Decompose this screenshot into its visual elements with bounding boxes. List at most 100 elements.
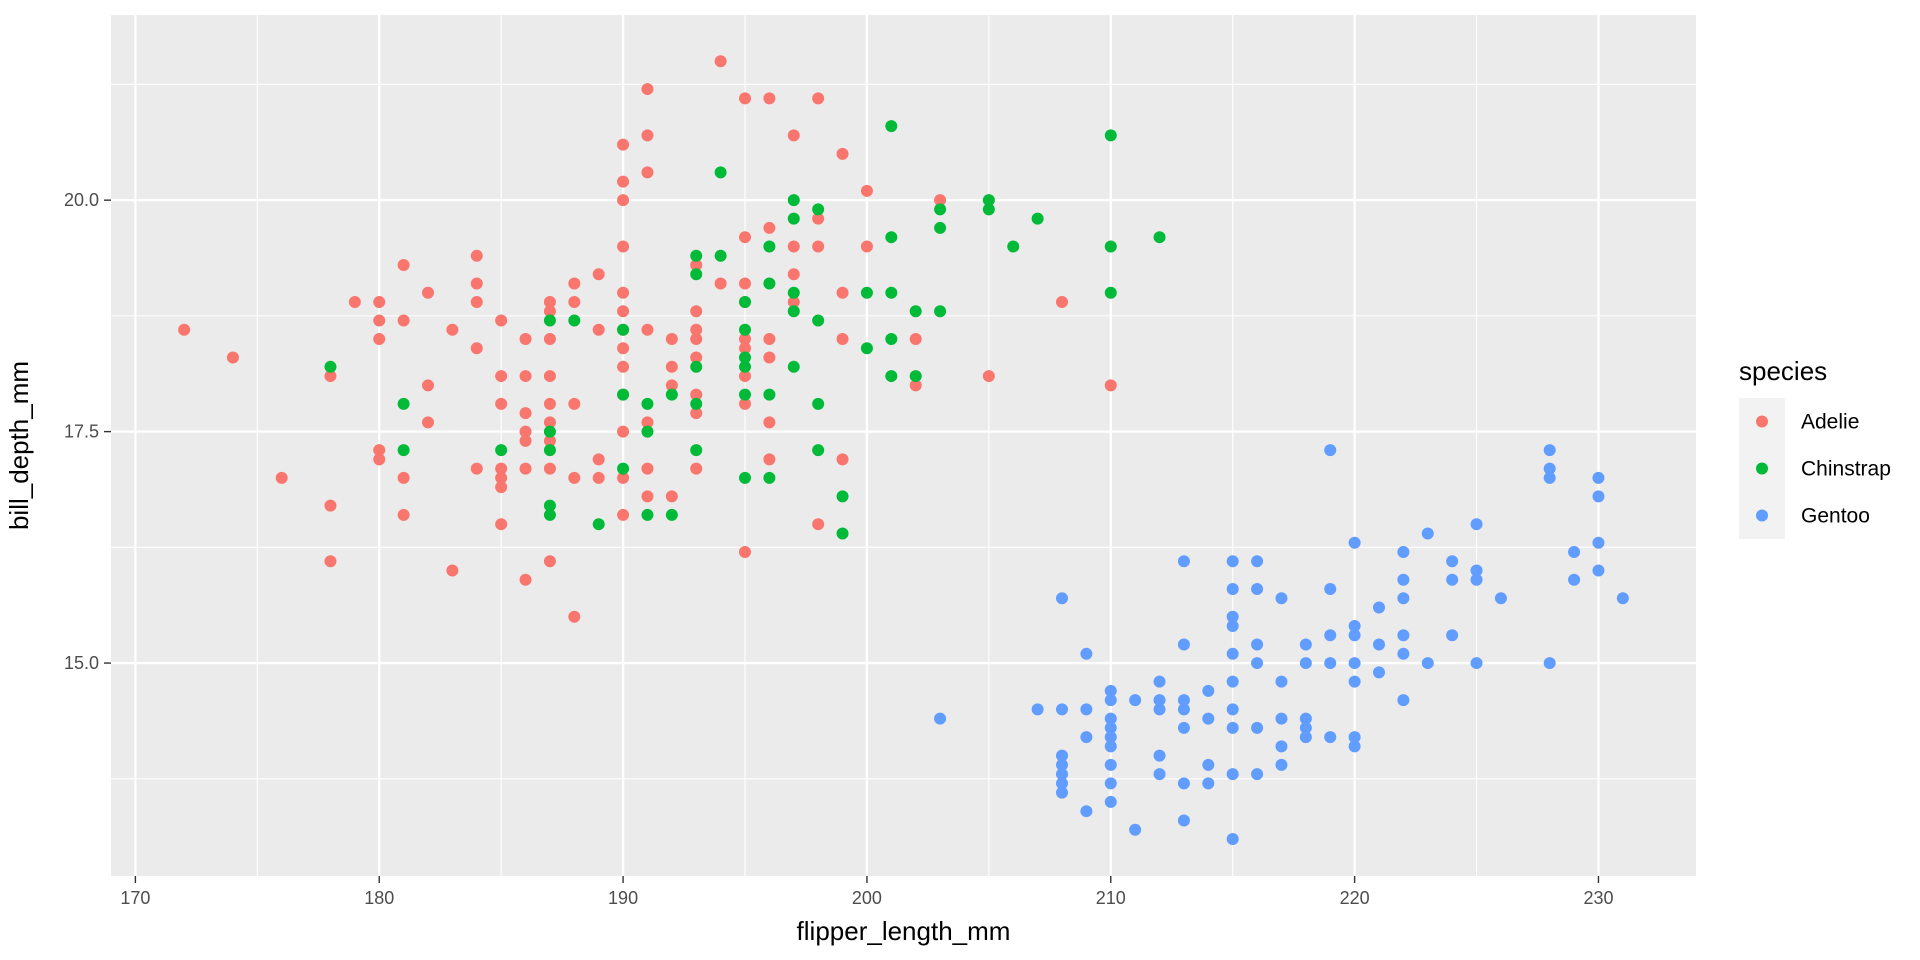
data-point: [739, 92, 751, 105]
data-point: [909, 370, 922, 383]
data-point: [1324, 583, 1337, 595]
data-point: [446, 564, 459, 577]
data-point: [324, 499, 337, 512]
data-point: [690, 407, 703, 420]
data-point: [543, 296, 556, 308]
data-point: [348, 296, 361, 308]
data-point: [617, 323, 630, 336]
data-point: [1056, 296, 1068, 308]
data-point: [1104, 240, 1117, 253]
data-point: [617, 138, 630, 151]
data-point: [690, 351, 703, 364]
data-point: [495, 397, 508, 410]
data-point: [812, 240, 825, 253]
data-point: [1446, 573, 1459, 586]
data-point: [1397, 647, 1410, 660]
data-point: [543, 444, 556, 457]
data-point: [1177, 638, 1190, 651]
data-point: [1421, 527, 1434, 540]
data-point: [592, 453, 605, 466]
data-point: [1104, 379, 1117, 392]
data-point: [763, 416, 776, 429]
data-point: [1056, 749, 1068, 762]
data-point: [787, 286, 800, 299]
data-point: [665, 388, 678, 401]
data-point: [1153, 749, 1166, 762]
data-point: [812, 314, 825, 327]
data-point: [495, 370, 508, 383]
data-point: [739, 388, 751, 401]
data-point: [1299, 721, 1312, 734]
data-point: [739, 342, 751, 355]
data-point: [1226, 555, 1239, 568]
data-point: [1348, 629, 1361, 642]
data-point: [787, 240, 800, 253]
data-point: [739, 277, 751, 290]
data-point: [1299, 657, 1312, 670]
data-point: [1348, 731, 1361, 744]
data-point: [1446, 629, 1459, 642]
data-point: [860, 342, 873, 355]
data-point: [1007, 240, 1020, 253]
data-point: [1470, 564, 1483, 577]
data-point: [885, 120, 898, 133]
legend-item-gentoo: Gentoo: [1756, 505, 1870, 528]
data-point: [470, 342, 483, 355]
data-point: [1177, 721, 1190, 734]
data-point: [690, 388, 703, 401]
data-point: [763, 351, 776, 364]
data-point: [909, 379, 922, 392]
data-point: [617, 508, 630, 521]
data-point: [1470, 573, 1483, 586]
data-point: [1056, 777, 1068, 790]
data-point: [787, 212, 800, 225]
data-point: [1324, 731, 1337, 744]
data-point: [226, 351, 239, 364]
legend-label: Gentoo: [1801, 505, 1870, 528]
data-point: [397, 258, 410, 271]
data-point: [519, 434, 532, 447]
data-point: [1568, 573, 1581, 586]
data-point: [1543, 462, 1556, 475]
data-point: [470, 249, 483, 262]
data-point: [836, 147, 849, 160]
data-point: [763, 240, 776, 253]
data-point: [1153, 675, 1166, 688]
data-point: [665, 360, 678, 373]
data-point: [690, 444, 703, 457]
data-point: [812, 92, 825, 105]
data-point: [982, 370, 995, 383]
data-point: [641, 490, 654, 503]
legend-key: [1756, 415, 1768, 428]
data-point: [422, 379, 434, 392]
legend-key: [1756, 509, 1768, 522]
data-point: [836, 453, 849, 466]
data-point: [836, 527, 849, 540]
data-point: [617, 360, 630, 373]
data-point: [1592, 536, 1605, 549]
data-point: [1177, 694, 1190, 707]
data-point: [1104, 731, 1117, 744]
data-point: [1104, 795, 1117, 808]
data-point: [1348, 675, 1361, 688]
data-point: [1153, 231, 1166, 244]
data-point: [1226, 647, 1239, 660]
data-point: [617, 305, 630, 318]
data-point: [1592, 471, 1605, 484]
data-point: [495, 462, 508, 475]
data-point: [641, 323, 654, 336]
data-point: [812, 212, 825, 225]
data-point: [1226, 768, 1239, 781]
data-point: [739, 231, 751, 244]
data-point: [1226, 610, 1239, 623]
data-point: [568, 314, 581, 327]
data-point: [934, 221, 947, 234]
data-point: [543, 370, 556, 383]
data-point: [1226, 675, 1239, 688]
legend-label: Chinstrap: [1801, 458, 1891, 481]
minor-gridlines: [111, 15, 1696, 876]
data-point: [1080, 647, 1093, 660]
data-point: [641, 425, 654, 438]
x-tick-label: 230: [1583, 888, 1613, 908]
